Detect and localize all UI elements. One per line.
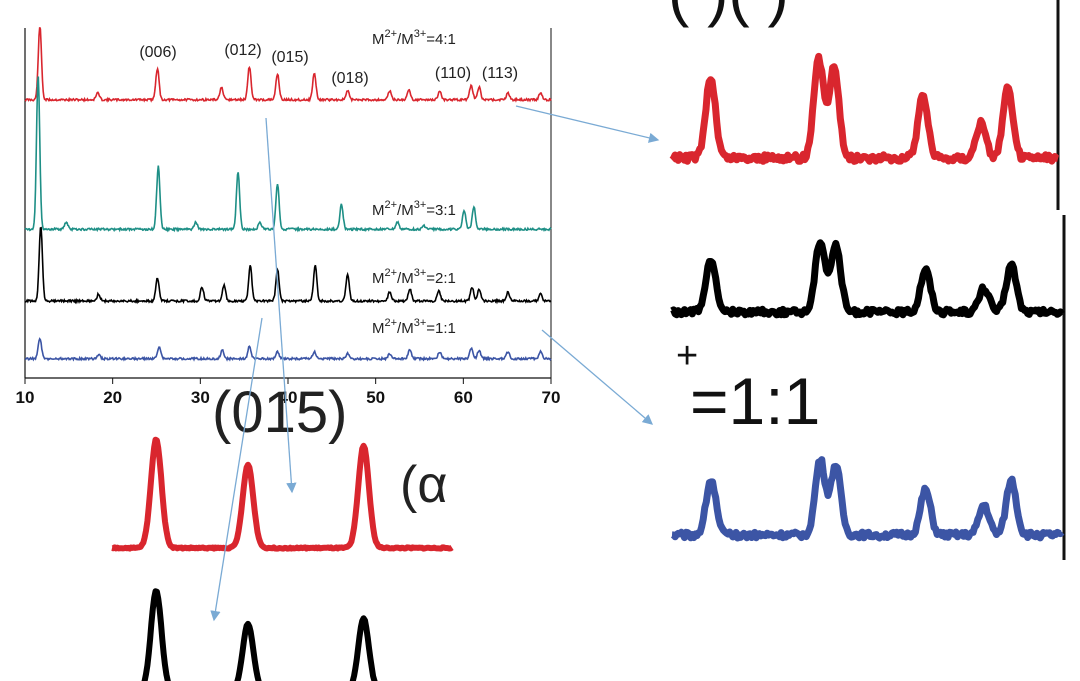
- inset-label-sup: +: [676, 335, 698, 377]
- series-line: [24, 76, 552, 233]
- x-tick-label: 30: [191, 388, 210, 407]
- series-labels: M2+/M3+=4:1 M2+/M3+=3:1 M2+/M3+=2:1 M2+/M3+…: [372, 28, 456, 337]
- inset-trace: [110, 436, 454, 552]
- x-tick-label: 70: [542, 388, 561, 407]
- x-tick-label: 10: [16, 388, 35, 407]
- x-tick-label: 50: [366, 388, 385, 407]
- series-line: [24, 27, 552, 103]
- inset-side-text: (α: [400, 456, 447, 514]
- pointer-arrow: [210, 317, 263, 622]
- zoom-inset-lower-right: + =1:1: [676, 335, 820, 438]
- x-tick-label: 20: [103, 388, 122, 407]
- series-label: M2+/M3+=2:1: [372, 267, 456, 287]
- inset-trace: [669, 52, 1060, 165]
- series-label: M2+/M3+=4:1: [372, 28, 456, 48]
- pointer-arrow: [265, 117, 297, 494]
- inset-trace: [141, 588, 378, 681]
- plot-frame: [24, 28, 552, 379]
- pointer-arrow: [515, 105, 660, 143]
- peak-label: (006): [139, 44, 176, 61]
- x-tick-label: 40: [279, 388, 298, 407]
- inset-top-text: (015): [212, 380, 347, 445]
- series-line: [24, 337, 552, 362]
- peak-label: (113): [482, 65, 518, 82]
- series-layer: [24, 27, 552, 362]
- pointer-arrow: [541, 329, 653, 425]
- x-tick-label: 60: [454, 388, 473, 407]
- series-label: M2+/M3+=1:1: [372, 317, 456, 337]
- series-line: [24, 226, 552, 305]
- peak-labels: (006) (012) (015) (018) (110) (113): [139, 42, 518, 87]
- peak-label: (015): [271, 49, 308, 66]
- peak-label: (012): [224, 42, 261, 59]
- inset-top-text: ( )( ): [668, 0, 789, 28]
- series-label: M2+/M3+=3:1: [372, 199, 456, 219]
- inset-trace: [670, 456, 1065, 542]
- inset-label-main: =1:1: [690, 364, 820, 438]
- xrd-chart: 10 20 30 40 50 60 70 (006) (012) (015) (018) (110)…: [16, 27, 561, 407]
- peak-label: (018): [331, 70, 368, 87]
- peak-label: (110): [435, 65, 471, 82]
- inset-trace: [670, 239, 1065, 319]
- zoom-inset-upper-right: ( )( ): [668, 0, 1066, 560]
- zoom-inset-lower-left: (015) (α: [212, 380, 447, 514]
- pointer-arrows: [210, 105, 660, 622]
- inset-traces: [110, 52, 1065, 681]
- x-axis: 10 20 30 40 50 60 70: [16, 378, 561, 407]
